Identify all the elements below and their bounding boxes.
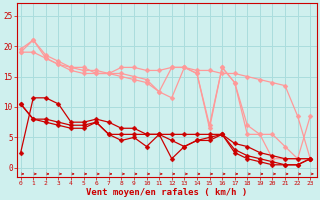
- X-axis label: Vent moyen/en rafales ( km/h ): Vent moyen/en rafales ( km/h ): [86, 188, 247, 197]
